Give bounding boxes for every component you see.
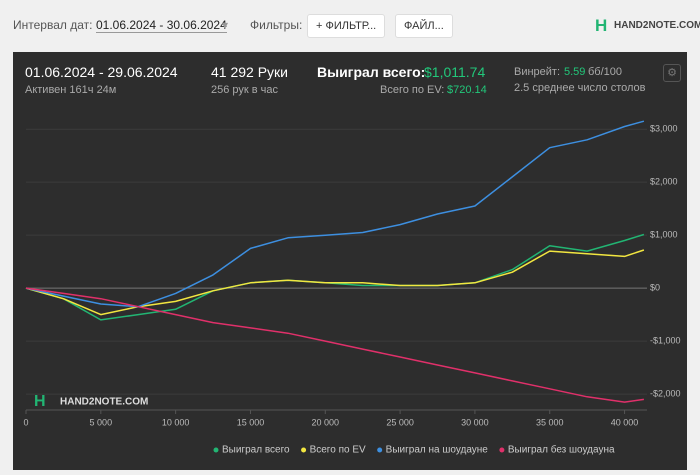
- legend-marker: [213, 447, 219, 453]
- x-tick-label: 20 000: [312, 417, 340, 427]
- x-tick-label: 30 000: [461, 417, 489, 427]
- x-tick-label: 0: [23, 417, 28, 427]
- legend-label: Всего по EV: [310, 445, 366, 456]
- logo: HAND2NOTE.COM: [614, 20, 700, 31]
- won-label: Выиграл всего:: [317, 64, 426, 80]
- ev-label: Всего по EV:: [380, 84, 445, 96]
- hands: 41 292 Руки: [211, 64, 288, 80]
- winrate-label: Винрейт:: [514, 66, 561, 78]
- y-tick-label: -$2,000: [650, 388, 681, 398]
- legend-label: Выиграл на шоудауне: [386, 445, 489, 456]
- x-tick-label: 15 000: [237, 417, 265, 427]
- legend-marker: [499, 447, 505, 453]
- legend-marker: [301, 447, 307, 453]
- winrate-value: 5.59: [564, 66, 586, 78]
- dropdown-arrow[interactable]: ▾: [222, 18, 229, 32]
- y-tick-label: -$1,000: [650, 335, 681, 345]
- active: Активен 161ч 24м: [25, 84, 117, 96]
- watermark-icon: H: [34, 393, 46, 410]
- stats-panel: 01.06.2024 - 29.06.2024 Активен 161ч 24м…: [13, 52, 687, 470]
- file-button[interactable]: ФАЙЛ...: [395, 14, 453, 38]
- filter-button[interactable]: + ФИЛЬТР...: [307, 14, 386, 38]
- legend-marker: [377, 447, 383, 453]
- series-line: [25, 287, 645, 403]
- watermark: HAND2NOTE.COM: [60, 397, 148, 408]
- filter-text: ФИЛЬТР...: [325, 20, 377, 32]
- won-value: $1,011.74: [424, 64, 486, 80]
- hands-per-hour: 256 рук в час: [211, 84, 279, 96]
- y-tick-label: $2,000: [650, 177, 678, 187]
- x-tick-label: 25 000: [386, 417, 414, 427]
- ev-value: $720.14: [447, 84, 487, 96]
- y-tick-label: $1,000: [650, 230, 678, 240]
- date-label: Интервал дат:: [13, 18, 93, 32]
- legend-label: Выиграл всего: [222, 445, 290, 456]
- winrate-unit: бб/100: [588, 66, 623, 78]
- x-tick-label: 5 000: [90, 417, 113, 427]
- x-tick-label: 10 000: [162, 417, 190, 427]
- series-line: [25, 233, 645, 321]
- settings-button[interactable]: ⚙: [663, 64, 681, 82]
- filters-label: Фильтры:: [250, 18, 303, 32]
- x-tick-label: 35 000: [536, 417, 564, 427]
- legend-label: Выиграл без шоудауна: [508, 444, 615, 456]
- series-line: [25, 249, 645, 316]
- series-line: [25, 120, 645, 308]
- x-tick-label: 40 000: [611, 417, 639, 427]
- period: 01.06.2024 - 29.06.2024: [25, 64, 178, 80]
- date-range[interactable]: 01.06.2024 - 30.06.2024: [96, 18, 227, 33]
- y-tick-label: $3,000: [650, 124, 678, 134]
- logo-icon: H: [595, 16, 608, 35]
- tables: 2.5 среднее число столов: [514, 82, 646, 94]
- y-tick-label: $0: [650, 283, 660, 293]
